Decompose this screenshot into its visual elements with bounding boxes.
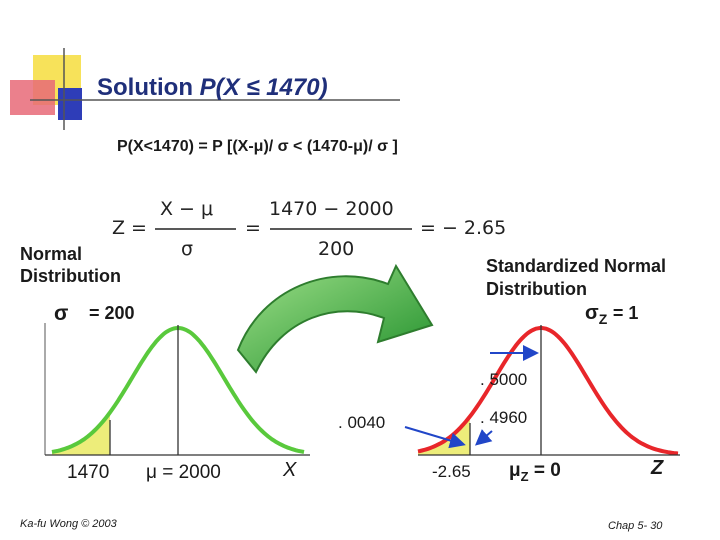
normal-label-line2: Distribution	[20, 266, 121, 286]
title-prefix: Solution	[97, 74, 200, 101]
page-footer: Chap 5- 30	[608, 520, 663, 532]
normal-label-line1: Normal	[20, 244, 83, 264]
denominator-symbolic: σ	[181, 238, 194, 260]
mean-z-label: μZ = 0	[509, 460, 561, 484]
mean-z-symbol: μ	[509, 460, 521, 481]
x-axis-label: X	[283, 459, 297, 481]
numerator-values: 1470 − 2000	[269, 198, 394, 220]
standard-label-line2: Distribution	[486, 279, 587, 299]
z-lhs: Z =	[112, 217, 147, 239]
title-math: P(X ≤ 1470)	[199, 74, 328, 101]
tail-area-fill	[52, 412, 110, 455]
denominator-value: 200	[318, 238, 355, 260]
standard-normal-chart	[404, 325, 680, 456]
mean-z-value: = 0	[533, 460, 561, 481]
transition-arrow	[236, 263, 434, 374]
mean-label: μ = 2000	[146, 462, 221, 483]
x-value-label: 1470	[67, 462, 110, 483]
slide-title: Solution P(X ≤ 1470)	[97, 74, 328, 102]
sigma-symbol: σ	[54, 302, 69, 325]
z-value-label: -2.65	[432, 462, 471, 481]
z-axis-label: Z	[651, 457, 664, 479]
sigma-z-label: σZ = 1	[585, 302, 638, 327]
half-area-value: . 5000	[480, 370, 528, 389]
probability-statement: P(X<1470) = P [(X-μ)/ σ < (1470-μ)/ σ ]	[117, 138, 398, 155]
normal-distribution-chart	[44, 323, 310, 456]
sigma-value: = 200	[89, 303, 135, 323]
between-area-arrow	[474, 429, 493, 446]
blue-block	[58, 88, 82, 120]
slide-logo-blocks	[10, 48, 400, 130]
author-footer: Ka-fu Wong © 2003	[20, 518, 117, 530]
numerator-symbolic: X − μ	[160, 198, 214, 220]
between-area-value: . 4960	[480, 408, 528, 427]
formula-equals: =	[245, 217, 261, 239]
z-result: = − 2.65	[420, 217, 507, 239]
sigma-z-symbol: σ	[585, 302, 599, 324]
sigma-z-subscript: Z	[598, 311, 608, 327]
pink-block	[10, 80, 55, 115]
sigma-z-value: = 1	[612, 303, 639, 323]
standard-label-line1: Standardized Normal	[486, 256, 667, 276]
mean-z-subscript: Z	[520, 468, 529, 484]
tail-area-arrow	[404, 426, 466, 449]
standard-normal-curve	[417, 326, 679, 456]
tail-area-value: . 0040	[338, 413, 386, 432]
